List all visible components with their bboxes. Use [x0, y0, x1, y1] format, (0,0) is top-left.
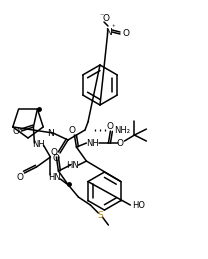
Text: N: N — [105, 27, 111, 37]
Text: O: O — [51, 148, 58, 156]
Text: NH₂: NH₂ — [114, 126, 130, 134]
Text: ⁺: ⁺ — [111, 25, 115, 31]
Text: NH: NH — [86, 139, 99, 148]
Text: O: O — [123, 28, 130, 38]
Text: O: O — [103, 13, 109, 23]
Text: O: O — [17, 172, 24, 182]
Text: NH: NH — [32, 140, 45, 149]
Text: HN: HN — [48, 172, 61, 182]
Text: O: O — [107, 121, 114, 131]
Text: O: O — [69, 126, 76, 135]
Text: ⁻: ⁻ — [100, 11, 104, 20]
Text: S: S — [98, 211, 103, 220]
Text: O: O — [13, 127, 20, 135]
Text: O: O — [117, 139, 124, 148]
Text: N: N — [47, 128, 53, 138]
Text: HN: HN — [66, 161, 79, 170]
Text: HO: HO — [132, 200, 145, 210]
Text: O: O — [52, 154, 59, 162]
